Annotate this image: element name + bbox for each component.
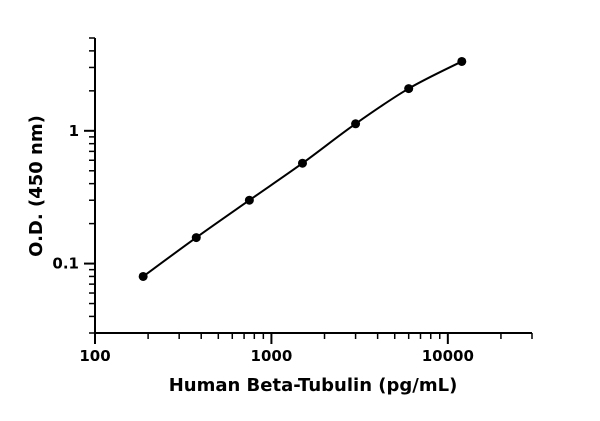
minor-ticks bbox=[89, 37, 533, 339]
y-tick-label: 0.1 bbox=[52, 255, 79, 273]
data-point bbox=[191, 233, 201, 243]
data-point bbox=[244, 195, 254, 205]
data-points bbox=[138, 56, 467, 281]
x-tick-label: 1000 bbox=[251, 347, 293, 365]
data-point bbox=[138, 271, 148, 281]
y-axis-title: O.D. (450 nm) bbox=[26, 115, 47, 257]
fit-curve bbox=[142, 60, 463, 278]
data-point bbox=[457, 56, 467, 66]
x-tick-label: 10000 bbox=[422, 347, 474, 365]
tick-labels: 100 1000 10000 0.1 1 bbox=[52, 122, 474, 365]
data-point bbox=[404, 84, 414, 94]
major-ticks bbox=[84, 129, 449, 344]
data-point bbox=[297, 158, 307, 168]
data-point bbox=[351, 119, 361, 129]
x-tick-label: 100 bbox=[79, 347, 110, 365]
x-axis-title: Human Beta-Tubulin (pg/mL) bbox=[169, 375, 458, 396]
y-tick-label: 1 bbox=[69, 122, 79, 140]
